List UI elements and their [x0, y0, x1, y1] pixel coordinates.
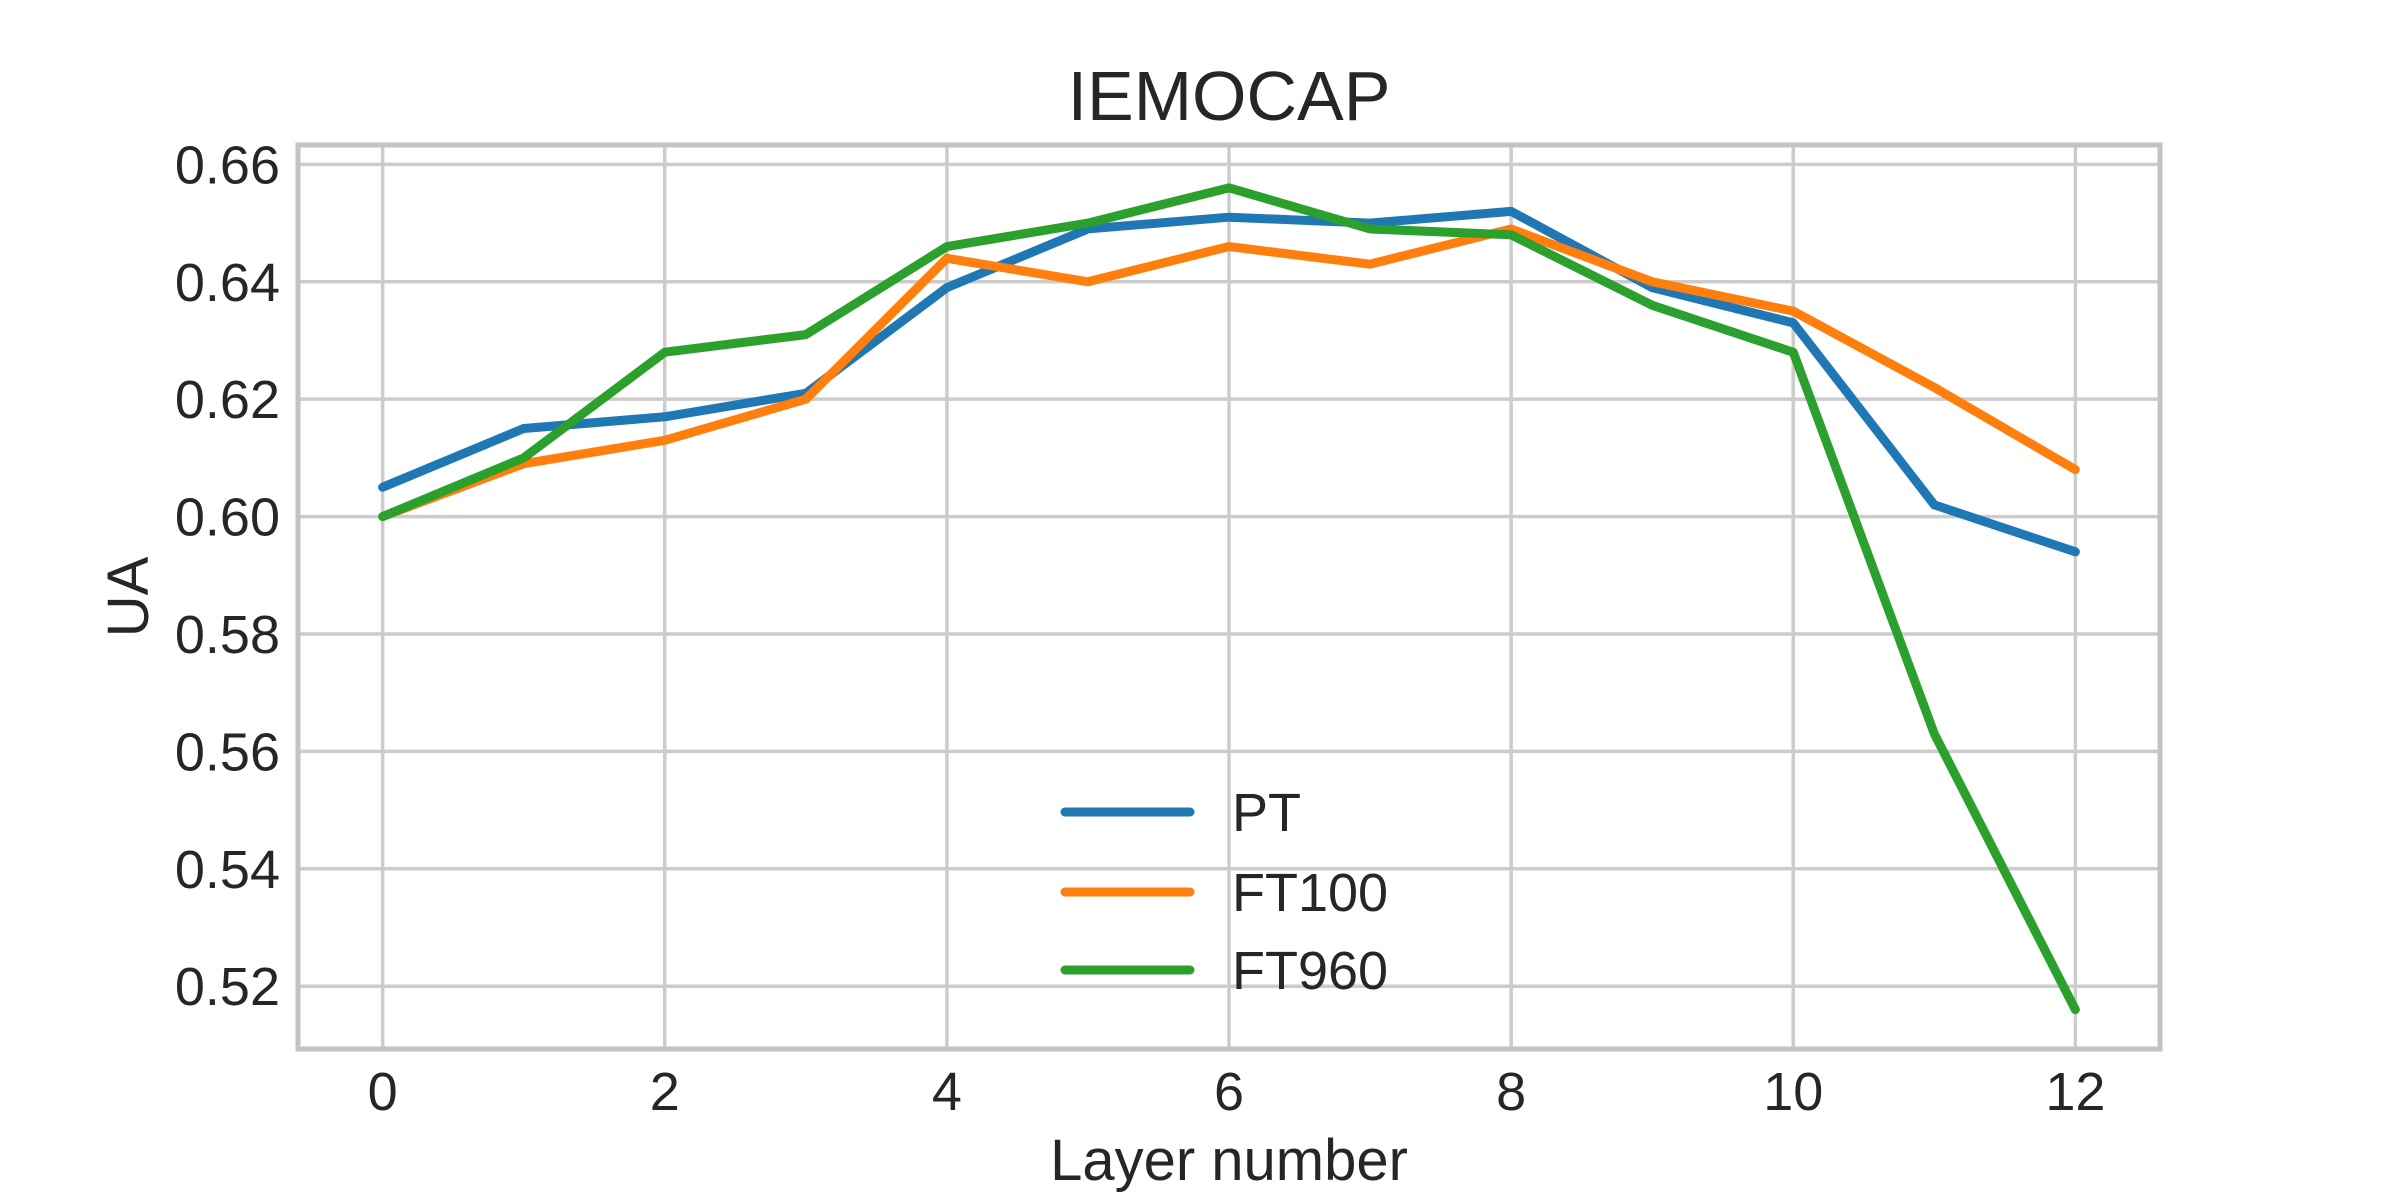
- series-line-ft100: [378, 224, 2080, 522]
- x-tick-label: 2: [650, 1062, 680, 1122]
- legend-item-ft100: FT100: [1060, 863, 1388, 923]
- y-tick-label: 0.64: [175, 253, 280, 313]
- x-tick-label: 4: [932, 1062, 962, 1122]
- legend-item-pt: PT: [1060, 783, 1301, 843]
- y-tick-label: 0.66: [175, 135, 280, 195]
- x-axis-label: Layer number: [1050, 1128, 1408, 1193]
- series-line-pt: [378, 206, 2080, 557]
- chart-title: IEMOCAP: [1068, 57, 1391, 135]
- y-tick-label: 0.56: [175, 722, 280, 782]
- y-tick-label: 0.52: [175, 957, 280, 1017]
- axes-frame: [295, 142, 2163, 1052]
- grid: [298, 145, 2160, 1049]
- x-tick-label: 10: [1763, 1062, 1823, 1122]
- legend: PT FT100 FT960: [1060, 783, 1388, 1001]
- legend-item-ft960: FT960: [1060, 941, 1388, 1001]
- series-line-ft960: [378, 183, 2080, 1015]
- x-tick-label: 0: [368, 1062, 398, 1122]
- x-tick-label: 6: [1214, 1062, 1244, 1122]
- y-axis-label: UA: [96, 556, 161, 637]
- y-tick-label: 0.54: [175, 840, 280, 900]
- legend-label: FT960: [1232, 941, 1388, 1001]
- legend-label: FT100: [1232, 863, 1388, 923]
- y-tick-label: 0.60: [175, 488, 280, 548]
- x-tick-labels: 0 2 4 6 8 10 12: [368, 1062, 2106, 1122]
- y-tick-labels: 0.52 0.54 0.56 0.58 0.60 0.62 0.64 0.66: [175, 135, 280, 1017]
- x-tick-label: 8: [1496, 1062, 1526, 1122]
- x-tick-label: 12: [2045, 1062, 2105, 1122]
- y-tick-label: 0.62: [175, 370, 280, 430]
- legend-label: PT: [1232, 783, 1301, 843]
- series-lines: [378, 183, 2080, 1015]
- y-tick-label: 0.58: [175, 605, 280, 665]
